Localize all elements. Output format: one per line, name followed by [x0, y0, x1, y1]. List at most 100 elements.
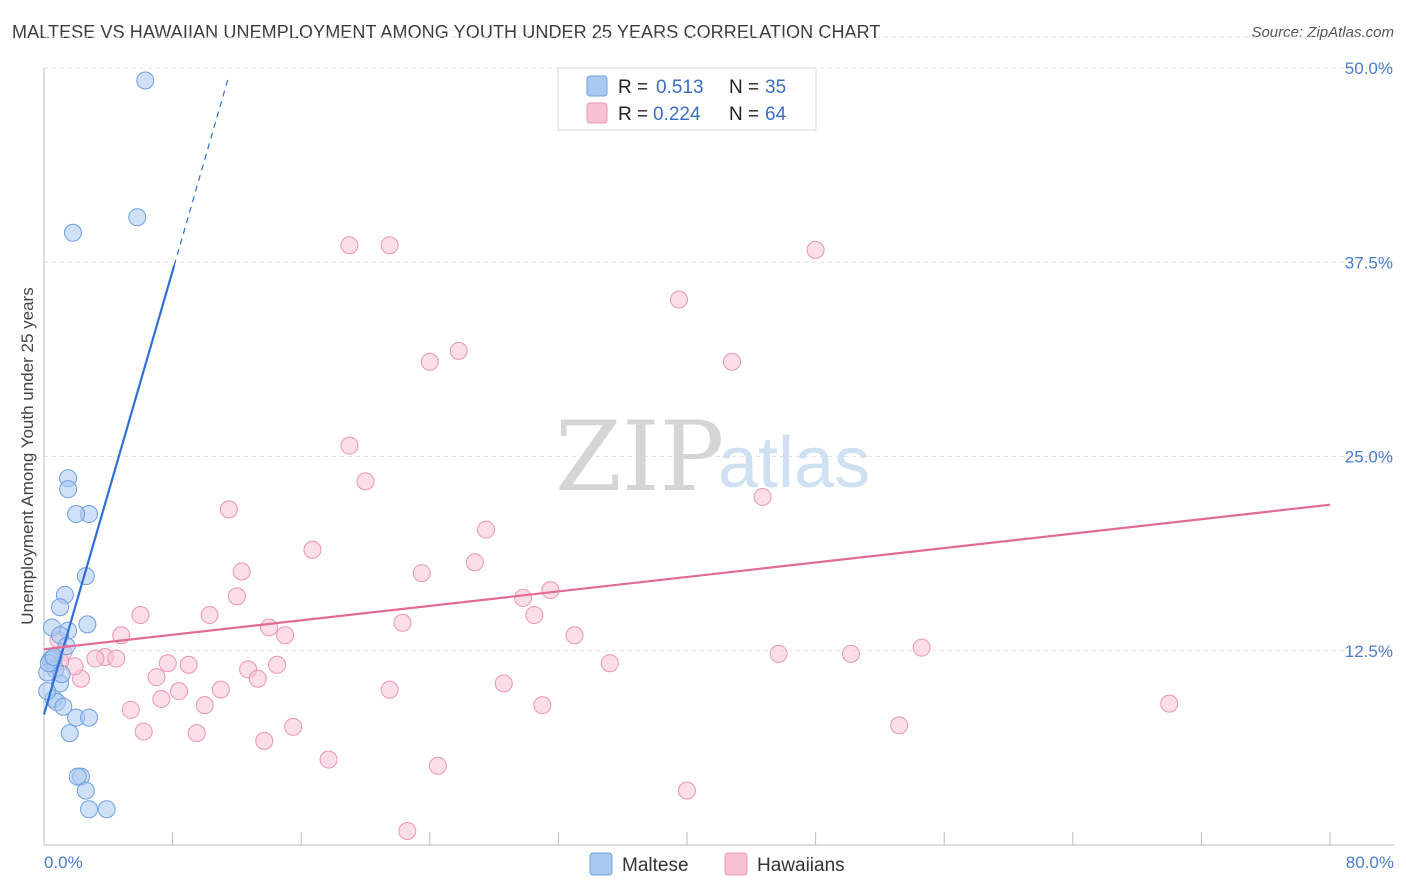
hawaiians-point — [753, 487, 772, 506]
hawaiians-point — [428, 756, 447, 775]
hawaiians-point — [200, 606, 219, 625]
hawaiians-point — [340, 436, 359, 455]
hawaiians-point — [514, 588, 533, 607]
y-axis-label: Unemployment Among Youth under 25 years — [18, 287, 37, 624]
y-tick-label: 12.5% — [1345, 642, 1393, 661]
maltese-point — [128, 208, 147, 227]
hawaiians-point — [600, 654, 619, 673]
hawaiians-point — [152, 689, 171, 708]
x-tick-label-min: 0.0% — [44, 853, 83, 872]
maltese-point — [97, 800, 116, 819]
hawaiians-point — [449, 341, 468, 360]
legend-hawaiians-swatch — [724, 852, 748, 876]
y-tick-label: 50.0% — [1345, 59, 1393, 78]
maltese-point — [76, 781, 95, 800]
watermark-zip: ZIP — [555, 401, 724, 513]
hawaiians-point — [276, 626, 295, 645]
hawaiians-point — [170, 682, 189, 701]
x-axis-ticks — [172, 832, 1331, 845]
maltese-point — [60, 724, 79, 743]
hawaiians-point — [227, 587, 246, 606]
maltese-r-value: 0.513 — [656, 77, 704, 98]
legend-hawaiians-label: Hawaiians — [757, 855, 845, 876]
hawaiians-point — [380, 236, 399, 255]
hawaiians-trend-line — [43, 503, 1331, 651]
maltese-point — [59, 480, 78, 499]
hawaiians-point — [131, 606, 150, 625]
maltese-point — [80, 708, 99, 727]
hawaiians-point — [398, 822, 417, 841]
trend-lines — [42, 75, 1331, 715]
hawaiians-point — [525, 606, 544, 625]
hawaiians-point — [284, 717, 303, 736]
maltese-r-label: R = — [618, 77, 648, 98]
hawaiians-point — [912, 638, 931, 657]
maltese-point — [63, 223, 82, 242]
maltese-point — [80, 800, 99, 819]
maltese-point — [54, 697, 73, 716]
hawaiians-point — [465, 553, 484, 572]
maltese-trend-extension — [173, 75, 230, 266]
hawaiians-point — [412, 564, 431, 583]
legend-maltese-label: Maltese — [622, 855, 689, 876]
x-tick-label-max: 80.0% — [1346, 853, 1394, 872]
hawaiians-r-value: 0.224 — [653, 104, 701, 125]
hawaiians-point — [187, 724, 206, 743]
y-tick-label: 37.5% — [1345, 253, 1393, 272]
hawaiians-point — [255, 731, 274, 750]
hawaiians-point — [541, 581, 560, 600]
hawaiians-point — [678, 781, 696, 800]
hawaiians-point — [303, 540, 322, 559]
hawaiians-point — [248, 669, 267, 688]
maltese-swatch — [586, 75, 608, 97]
hawaiians-n-value: 64 — [765, 104, 787, 125]
maltese-point — [136, 71, 155, 90]
maltese-trend-line — [42, 265, 176, 715]
hawaiians-point — [134, 722, 153, 741]
hawaiians-point — [147, 668, 166, 687]
maltese-point — [51, 598, 70, 617]
hawaiians-point — [890, 716, 909, 735]
hawaiians-r-label: R = — [618, 104, 648, 125]
series-legend: Maltese Hawaiians — [589, 852, 845, 876]
hawaiians-point — [533, 696, 552, 715]
maltese-point — [67, 505, 86, 524]
legend-maltese-swatch — [589, 852, 613, 876]
stats-legend: R = 0.513 N = 35 R = 0.224 N = 64 — [557, 67, 817, 131]
hawaiians-point — [380, 680, 399, 699]
hawaiians-point — [420, 352, 439, 371]
hawaiians-n-label: N = — [729, 104, 759, 125]
maltese-point — [68, 767, 87, 786]
hawaiians-point — [494, 674, 513, 693]
hawaiians-point — [319, 750, 338, 769]
y-axis-tick-labels: 12.5% 25.0% 37.5% 50.0% — [1345, 59, 1393, 661]
y-tick-label: 25.0% — [1345, 448, 1393, 467]
watermark: ZIP atlas — [555, 401, 870, 513]
hawaiians-point — [565, 626, 584, 645]
maltese-n-label: N = — [729, 77, 759, 98]
hawaiians-point — [669, 290, 688, 309]
hawaiians-point — [769, 644, 788, 663]
hawaiians-point — [340, 236, 359, 255]
hawaiians-point — [158, 654, 177, 673]
hawaiians-point — [232, 562, 251, 581]
hawaiians-point — [268, 655, 287, 674]
hawaiians-point — [356, 472, 375, 491]
hawaiians-point — [86, 649, 105, 668]
hawaiians-point — [477, 520, 496, 539]
hawaiians-point — [121, 700, 140, 719]
watermark-atlas: atlas — [718, 423, 870, 503]
hawaiians-point — [219, 500, 238, 519]
axes — [43, 68, 1394, 846]
hawaiians-point — [211, 680, 230, 699]
hawaiians-point — [393, 613, 412, 632]
hawaiians-series — [44, 236, 1179, 841]
hawaiians-point — [260, 618, 279, 637]
maltese-n-value: 35 — [765, 77, 786, 98]
hawaiians-point — [806, 240, 825, 259]
hawaiians-point — [179, 655, 198, 674]
maltese-point — [78, 615, 97, 634]
hawaiians-point — [195, 696, 214, 715]
hawaiians-point — [1160, 694, 1179, 713]
